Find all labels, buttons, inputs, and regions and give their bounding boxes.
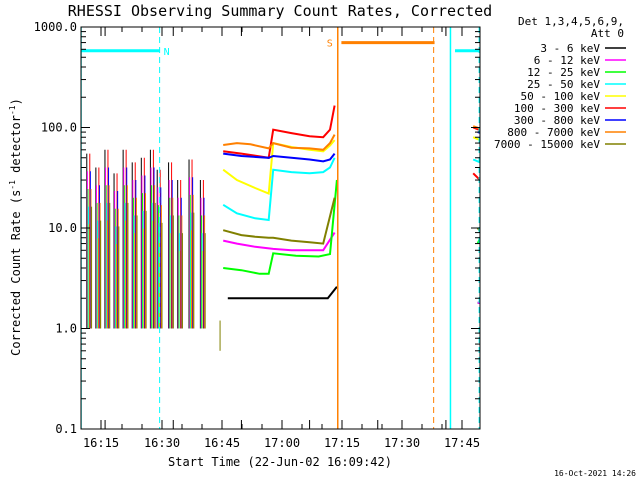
footer-timestamp: 16-Oct-2021 14:26 (554, 469, 636, 478)
series-line-8-1 (476, 227, 480, 233)
y-axis-label: Corrected Count Rate (s-1 detector-1) (8, 98, 23, 356)
legend-label: 300 - 800 keV (514, 114, 600, 127)
y-tick-label: 1.0 (55, 322, 77, 336)
legend-label: 50 - 100 keV (521, 90, 601, 103)
legend-label: 12 - 25 keV (527, 66, 600, 79)
series-line-0-0 (227, 286, 338, 300)
legend-label: 800 - 7000 keV (507, 126, 600, 139)
legend-label: 3 - 6 keV (540, 42, 600, 55)
legend-label: 6 - 12 keV (534, 54, 601, 67)
x-tick-label: 17:45 (444, 436, 480, 450)
series-line-3-1 (472, 158, 480, 164)
series-line-5-1 (472, 126, 480, 132)
series-line-2-1 (476, 235, 480, 244)
legend-label: 7000 - 15000 keV (494, 138, 600, 151)
series-line-3-0 (222, 157, 336, 222)
x-tick-label: 16:15 (83, 436, 119, 450)
series-line-4-1 (472, 136, 480, 142)
flare-marker-label: S (327, 39, 333, 50)
chart-title: RHESSI Observing Summary Count Rates, Co… (68, 2, 492, 20)
series-line-4-0 (222, 139, 336, 196)
y-tick-label: 1000.0 (34, 20, 77, 34)
y-axis-label-sup2: -1 (8, 105, 17, 115)
series-line-6-0 (223, 152, 336, 163)
series-line-8-0 (222, 197, 336, 245)
x-tick-label: 17:00 (264, 436, 300, 450)
legend-label: 100 - 300 keV (514, 102, 600, 115)
x-axis-label: Start Time (22-Jun-02 16:09:42) (168, 455, 392, 469)
series-line-7-0 (223, 134, 336, 151)
axes: N S 0.1 1.0 10.0 100.0 1000.0 16:15 16:30 16:45 17… (34, 20, 481, 450)
x-tick-label: 16:45 (204, 436, 240, 450)
series-line-2-0 (223, 179, 338, 275)
y-tick-label: 100.0 (41, 121, 77, 135)
legend-header-line-2: Att 0 (591, 27, 624, 40)
plot-area (81, 27, 480, 429)
y-axis-label-sup1: -1 (8, 180, 17, 190)
x-tick-label: 16:30 (144, 436, 180, 450)
legend-header-line-1: Det 1,3,4,5,6,9, (518, 15, 624, 28)
series-line-1-0 (222, 232, 336, 252)
x-tick-label: 17:30 (384, 436, 420, 450)
night-marker-label: N (164, 47, 170, 58)
legend-label: 25 - 50 keV (527, 78, 600, 91)
y-axis-label-mid: detector (9, 115, 23, 180)
y-tick-label: 10.0 (48, 221, 77, 235)
y-tick-label: 0.1 (55, 422, 77, 436)
series-line-5-0 (223, 105, 336, 159)
y-axis-label-end: ) (9, 98, 23, 105)
y-axis-label-main: Corrected Count Rate (s (9, 190, 23, 356)
x-tick-label: 17:15 (324, 436, 360, 450)
